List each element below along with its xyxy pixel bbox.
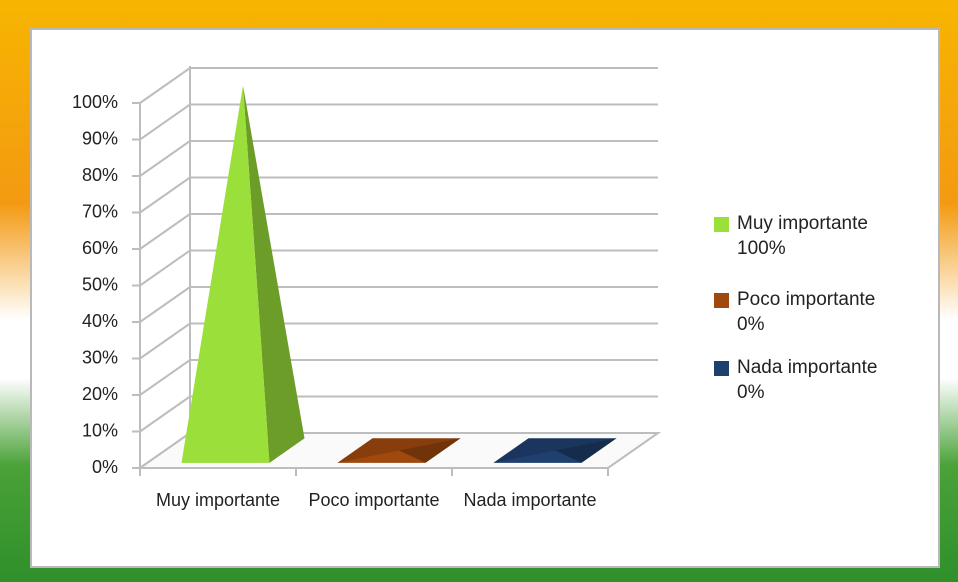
y-tick-label: 70% — [82, 201, 118, 221]
legend-value: 100% — [737, 238, 786, 259]
x-tick-label: Nada importante — [463, 490, 597, 510]
y-tick-label: 60% — [82, 238, 118, 258]
y-tick-label: 80% — [82, 165, 118, 185]
grid-line — [139, 176, 191, 214]
pyramid — [337, 438, 461, 463]
y-tick-label: 90% — [82, 128, 118, 148]
pyramid-face — [493, 450, 582, 463]
y-tick-label: 10% — [82, 420, 118, 440]
y-tick-label: 20% — [82, 384, 118, 404]
grid-line — [139, 359, 191, 396]
grid-line — [139, 213, 191, 250]
y-tick-label: 30% — [82, 347, 118, 367]
legend-swatch — [714, 217, 729, 232]
grid-line — [139, 249, 191, 287]
x-tick-label: Poco importante — [308, 490, 440, 510]
pyramid — [181, 85, 305, 463]
pyramid — [493, 438, 617, 463]
legend-label: Poco importante — [737, 289, 876, 310]
grid-line — [139, 67, 191, 104]
legend-swatch — [714, 293, 729, 308]
pyramid-face — [181, 85, 270, 463]
grid-line — [139, 395, 191, 433]
legend-label: Muy importante — [737, 213, 868, 234]
pyramid-face — [337, 450, 426, 463]
chart-panel — [30, 28, 940, 568]
grid-line — [139, 140, 191, 177]
grid-line — [139, 322, 191, 360]
legend-swatch — [714, 361, 729, 376]
y-tick-label: 0% — [92, 457, 118, 477]
y-tick-label: 100% — [72, 92, 118, 112]
pyramid-face — [555, 438, 617, 463]
grid-line — [139, 286, 191, 323]
y-tick-label: 50% — [82, 274, 118, 294]
y-tick-label: 40% — [82, 311, 118, 331]
x-tick-label: Muy importante — [155, 490, 281, 510]
legend-value: 0% — [737, 382, 765, 403]
pyramid-face — [399, 438, 461, 463]
grid-line — [139, 103, 191, 141]
pyramid-face — [243, 85, 305, 463]
legend-value: 0% — [737, 314, 765, 335]
legend-label: Nada importante — [737, 357, 878, 378]
